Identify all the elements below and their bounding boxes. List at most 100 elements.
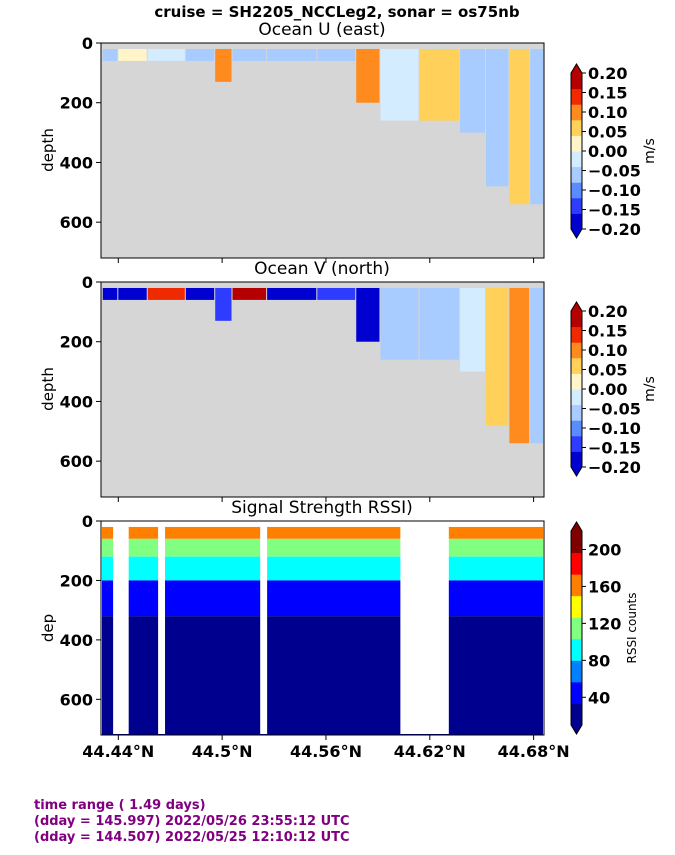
colorbar-segment xyxy=(571,342,582,359)
colorbar-extend-min xyxy=(571,725,582,734)
y-tick-label: 200 xyxy=(60,571,93,590)
colorbar-tick-label: 0.05 xyxy=(588,361,627,380)
colorbar-segment xyxy=(571,373,582,390)
colorbar-tick-label: −0.05 xyxy=(588,400,641,419)
profile-column xyxy=(380,48,419,121)
colorbar-segment xyxy=(571,552,582,575)
colorbar: 200 160 120 80 40 RSSI counts xyxy=(570,521,639,735)
colorbar-tick-label: −0.15 xyxy=(588,201,641,220)
colorbar-tick-label: −0.10 xyxy=(588,419,641,438)
colorbar-tick-label: 0.05 xyxy=(588,123,627,142)
colorbar-tick-label: 0.20 xyxy=(588,302,627,321)
profile-column xyxy=(215,48,232,82)
colorbar-extend-min xyxy=(571,467,582,476)
colorbar-segment xyxy=(571,357,582,374)
y-axis-label: dep xyxy=(39,614,57,642)
colorbar-segment xyxy=(571,703,582,726)
colorbar-extend-max xyxy=(571,64,582,73)
profile-column xyxy=(509,48,530,205)
data-layer xyxy=(102,522,543,735)
x-tick-label: 44.62°N xyxy=(394,742,466,761)
profile-column xyxy=(185,287,215,300)
panel-title: Ocean U (east) xyxy=(258,20,385,40)
x-tick-label: 44.5°N xyxy=(192,742,253,761)
profile-column xyxy=(267,287,317,300)
colorbar-segment xyxy=(571,135,582,152)
panel-ocean-u: Ocean U (east) 0 200 400 600 depth 0.200.15… xyxy=(39,20,658,263)
rssi-band xyxy=(102,556,543,581)
dday-end-text: (dday = 145.997) 2022/05/26 23:55:12 UTC xyxy=(34,814,350,829)
rssi-band xyxy=(102,616,543,735)
profile-column xyxy=(267,48,317,61)
colorbar-tick-label: 80 xyxy=(588,651,610,670)
colorbar-segment xyxy=(571,311,582,328)
colorbar-segment xyxy=(571,213,582,230)
profile-column xyxy=(356,287,380,342)
x-tick-label: 44.44°N xyxy=(82,742,154,761)
data-layer xyxy=(102,48,543,263)
profile-column xyxy=(460,287,486,372)
colorbar-tick-label: 0.15 xyxy=(588,84,627,103)
profile-column xyxy=(509,287,530,444)
profile-column xyxy=(486,48,509,187)
colorbar-segment xyxy=(571,617,582,640)
colorbar-segment xyxy=(571,389,582,406)
profile-column xyxy=(356,48,380,103)
axes-frame xyxy=(100,281,545,498)
profile-column xyxy=(530,287,543,444)
colorbar-tick-label: −0.20 xyxy=(588,458,641,477)
colorbar-segment xyxy=(571,73,582,90)
colorbar-label: RSSI counts xyxy=(625,592,639,663)
colorbar-segment xyxy=(571,531,582,554)
colorbar-segment xyxy=(571,574,582,597)
data-gap xyxy=(158,522,166,734)
colorbar-tick-label: −0.10 xyxy=(588,181,641,200)
colorbar: 0.200.150.100.050.00−0.05−0.10−0.15−0.20… xyxy=(570,63,658,239)
colorbar-tick-label: 0.20 xyxy=(588,64,627,83)
profile-column xyxy=(185,48,215,61)
colorbar-tick-label: 0.00 xyxy=(588,142,627,161)
time-range-footer: time range ( 1.49 days) (dday = 145.997)… xyxy=(34,798,350,846)
rssi-band xyxy=(102,538,543,557)
y-tick-label: 600 xyxy=(60,213,93,232)
profile-column xyxy=(380,287,419,360)
colorbar-segment xyxy=(571,104,582,121)
data-layer xyxy=(102,287,543,502)
profile-column xyxy=(232,287,267,300)
colorbar-tick-label: −0.20 xyxy=(588,220,641,239)
rssi-band xyxy=(102,580,543,617)
profile-column xyxy=(486,287,509,426)
profile-column xyxy=(317,48,356,61)
dday-start-text: (dday = 144.507) 2022/05/25 12:10:12 UTC xyxy=(34,830,350,845)
colorbar-extend-max xyxy=(571,522,582,531)
profile-column xyxy=(232,48,267,61)
y-tick-label: 400 xyxy=(60,631,93,650)
y-tick-label: 200 xyxy=(60,333,93,352)
axes-frame xyxy=(100,42,545,259)
colorbar-segment xyxy=(571,119,582,136)
suptitle: cruise = SH2205_NCCLeg2, sonar = os75nb xyxy=(154,3,519,21)
panel-rssi: Signal Strength RSSI) 0 200 400 600 44.44°N… xyxy=(39,498,639,761)
colorbar-segment xyxy=(571,197,582,214)
panel-title: Signal Strength RSSI) xyxy=(231,498,413,518)
colorbar-tick-label: −0.05 xyxy=(588,162,641,181)
colorbar-segment xyxy=(571,435,582,452)
colorbar-segment xyxy=(571,166,582,183)
y-tick-label: 400 xyxy=(60,392,93,411)
y-tick-label: 400 xyxy=(60,153,93,172)
colorbar-tick-label: 120 xyxy=(588,614,621,633)
colorbar-label: m/s xyxy=(642,138,658,164)
colorbar-segment xyxy=(571,404,582,421)
colorbar-segment xyxy=(571,595,582,618)
colorbar-segment xyxy=(571,182,582,199)
x-tick-label: 44.68°N xyxy=(498,742,570,761)
profile-column xyxy=(118,287,147,300)
profile-column xyxy=(102,287,118,300)
colorbar-segment xyxy=(571,451,582,468)
colorbar-tick-label: −0.15 xyxy=(588,439,641,458)
profile-column xyxy=(317,287,356,300)
x-tick-label: 44.56°N xyxy=(290,742,362,761)
y-ticks: 0 200 400 600 xyxy=(60,273,101,471)
colorbar-tick-label: 0.15 xyxy=(588,322,627,341)
